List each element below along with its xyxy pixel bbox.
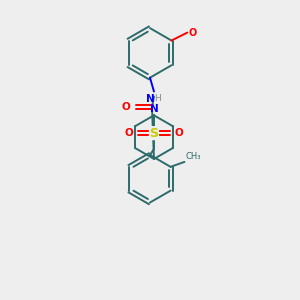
Text: H: H — [154, 94, 161, 103]
Text: O: O — [188, 28, 196, 38]
Text: S: S — [149, 127, 158, 140]
Text: CH₃: CH₃ — [185, 152, 201, 161]
Text: O: O — [124, 128, 133, 138]
Text: N: N — [150, 104, 158, 114]
Text: O: O — [175, 128, 184, 138]
Text: O: O — [122, 102, 130, 112]
Text: N: N — [146, 94, 154, 103]
